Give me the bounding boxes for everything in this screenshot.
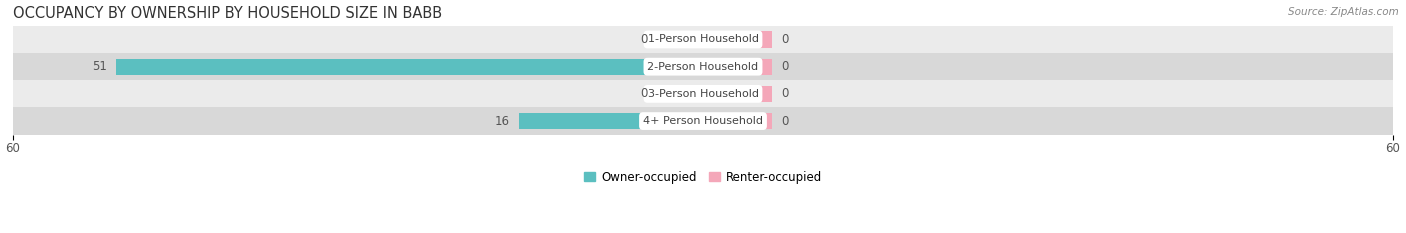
Bar: [703, 113, 772, 129]
Bar: [657, 31, 703, 48]
Text: 16: 16: [495, 115, 510, 128]
Bar: [703, 58, 772, 75]
Legend: Owner-occupied, Renter-occupied: Owner-occupied, Renter-occupied: [579, 166, 827, 188]
Bar: [13, 107, 1393, 135]
Text: 0: 0: [782, 87, 789, 100]
Text: 0: 0: [782, 60, 789, 73]
Bar: [703, 86, 772, 102]
Text: 0: 0: [782, 115, 789, 128]
Text: 1-Person Household: 1-Person Household: [648, 34, 758, 45]
Bar: [703, 31, 772, 48]
Bar: [13, 80, 1393, 107]
Text: Source: ZipAtlas.com: Source: ZipAtlas.com: [1288, 7, 1399, 17]
Text: 4+ Person Household: 4+ Person Household: [643, 116, 763, 126]
Bar: [13, 26, 1393, 53]
Bar: [519, 113, 703, 129]
Bar: [657, 86, 703, 102]
Text: OCCUPANCY BY OWNERSHIP BY HOUSEHOLD SIZE IN BABB: OCCUPANCY BY OWNERSHIP BY HOUSEHOLD SIZE…: [13, 6, 441, 21]
Text: 51: 51: [93, 60, 107, 73]
Text: 0: 0: [782, 33, 789, 46]
Text: 0: 0: [640, 87, 648, 100]
Text: 3-Person Household: 3-Person Household: [648, 89, 758, 99]
Bar: [13, 53, 1393, 80]
Bar: [117, 58, 703, 75]
Text: 2-Person Household: 2-Person Household: [647, 62, 759, 72]
Text: 0: 0: [640, 33, 648, 46]
